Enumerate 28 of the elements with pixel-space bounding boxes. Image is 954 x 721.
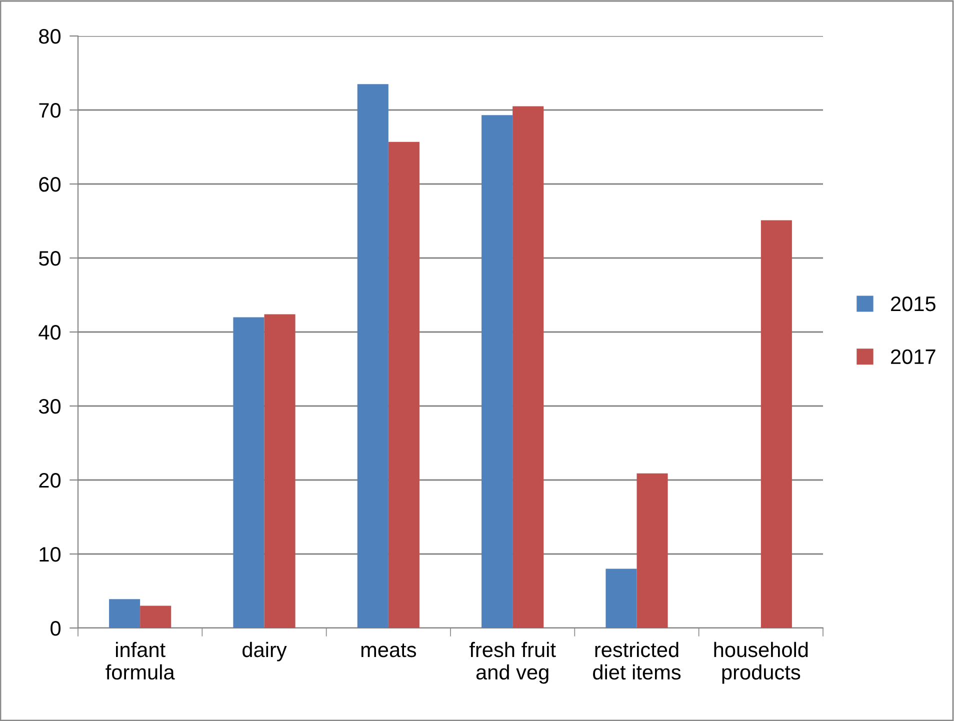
bar — [760, 220, 792, 628]
bar — [388, 142, 420, 628]
bar — [233, 317, 264, 628]
y-tick-label: 20 — [39, 473, 61, 488]
x-tick-label: fresh fruit and veg — [469, 642, 556, 684]
y-tick-label: 30 — [38, 399, 61, 414]
y-tick-label: 40 — [38, 325, 61, 340]
y-tick-label: 70 — [39, 103, 61, 118]
x-tick-label: infant formula — [106, 642, 175, 680]
bar — [109, 599, 140, 628]
bar — [512, 106, 544, 628]
bar — [140, 606, 172, 628]
bar — [606, 568, 637, 628]
bar — [264, 314, 296, 628]
x-tick-label: dairy — [242, 642, 287, 662]
x-tick-label: meats — [361, 644, 416, 658]
y-tick-label: 0 — [50, 621, 61, 636]
y-tick-label: 10 — [40, 547, 61, 562]
x-tick-label: restricted diet items — [593, 642, 681, 680]
legend-label: 2017 — [891, 349, 936, 364]
x-tick-label: household products — [714, 642, 808, 684]
y-tick-label: 60 — [39, 177, 61, 192]
legend-label: 2015 — [891, 296, 936, 312]
y-tick-label: 80 — [39, 29, 61, 44]
y-tick-label: 50 — [38, 251, 61, 266]
bar — [636, 473, 668, 628]
bar — [482, 115, 513, 628]
bar — [357, 84, 388, 628]
